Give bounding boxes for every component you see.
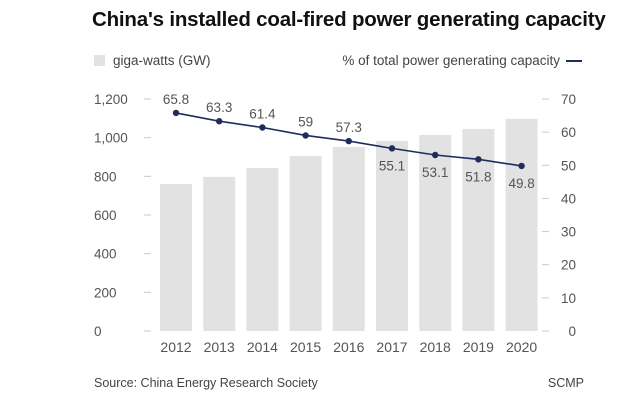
x-tick-label: 2018 [420, 339, 451, 355]
data-label: 61.4 [249, 107, 276, 122]
x-tick-label: 2016 [333, 339, 364, 355]
x-tick-label: 2013 [204, 339, 235, 355]
legend-line-swatch [566, 59, 582, 62]
chart-title: China's installed coal-fired power gener… [92, 8, 606, 31]
data-label: 59 [298, 114, 313, 129]
source-note: Source: China Energy Research Society [94, 376, 318, 390]
legend-bar-label: giga-watts (GW) [113, 53, 211, 68]
line-point [432, 151, 439, 159]
data-label: 57.3 [336, 120, 362, 135]
bar [246, 168, 279, 331]
right-tick-label: 50 [561, 158, 576, 173]
data-label: 65.8 [163, 92, 189, 107]
bar [289, 156, 322, 331]
left-tick-label: 800 [94, 169, 117, 184]
x-tick-label: 2014 [247, 339, 278, 355]
data-label: 63.3 [206, 100, 232, 115]
line-point [518, 162, 525, 170]
x-tick-label: 2017 [376, 339, 407, 355]
left-tick-label: 200 [94, 285, 117, 300]
data-label: 55.1 [379, 158, 405, 173]
legend-line-label: % of total power generating capacity [342, 53, 560, 68]
right-tick-label: 20 [561, 258, 576, 273]
left-axis: 0 200 400 600 800 1,000 1,200 [94, 92, 151, 339]
x-tick-label: 2015 [290, 339, 321, 355]
data-label: 51.8 [465, 169, 491, 184]
right-tick-label: 40 [561, 191, 576, 206]
right-tick-label: 10 [561, 291, 576, 306]
bar [160, 184, 192, 331]
line-point [302, 132, 309, 139]
line-point [259, 124, 266, 131]
bar [462, 128, 495, 331]
legend-line: % of total power generating capacity [342, 53, 582, 68]
bar-series [160, 118, 538, 331]
bar [332, 146, 365, 331]
line-point [475, 156, 482, 163]
line-point [216, 118, 223, 125]
legend-bars: giga-watts (GW) [94, 53, 211, 68]
x-tick-label: 2012 [160, 339, 191, 355]
credit: SCMP [547, 376, 584, 390]
left-tick-label: 400 [94, 247, 117, 262]
line-point [172, 109, 180, 117]
data-label: 49.8 [508, 176, 534, 191]
x-tick-label: 2019 [463, 339, 494, 355]
data-label: 53.1 [422, 165, 448, 180]
line-series: 65.8 63.3 61.4 59 57.3 55.1 53.1 51.8 49.8 [163, 92, 535, 191]
bar [505, 118, 538, 331]
legend-bar-swatch [94, 55, 105, 66]
right-axis: 0 10 20 30 40 50 60 70 [542, 92, 576, 339]
x-tick-label: 2020 [506, 339, 537, 355]
left-tick-label: 0 [94, 324, 102, 339]
left-tick-label: 1,200 [94, 92, 128, 107]
right-tick-label: 60 [561, 125, 576, 140]
bar [376, 140, 408, 331]
left-tick-label: 600 [94, 208, 117, 223]
line-point [345, 137, 352, 145]
right-tick-label: 0 [568, 324, 576, 339]
right-tick-label: 30 [561, 225, 576, 240]
left-tick-label: 1,000 [94, 131, 128, 146]
bar [203, 176, 236, 331]
bar [419, 134, 452, 331]
right-tick-label: 70 [561, 92, 576, 107]
x-axis-labels: 2012 2013 2014 2015 2016 2017 2018 2019 2020 [160, 339, 537, 355]
line-point [388, 145, 396, 152]
